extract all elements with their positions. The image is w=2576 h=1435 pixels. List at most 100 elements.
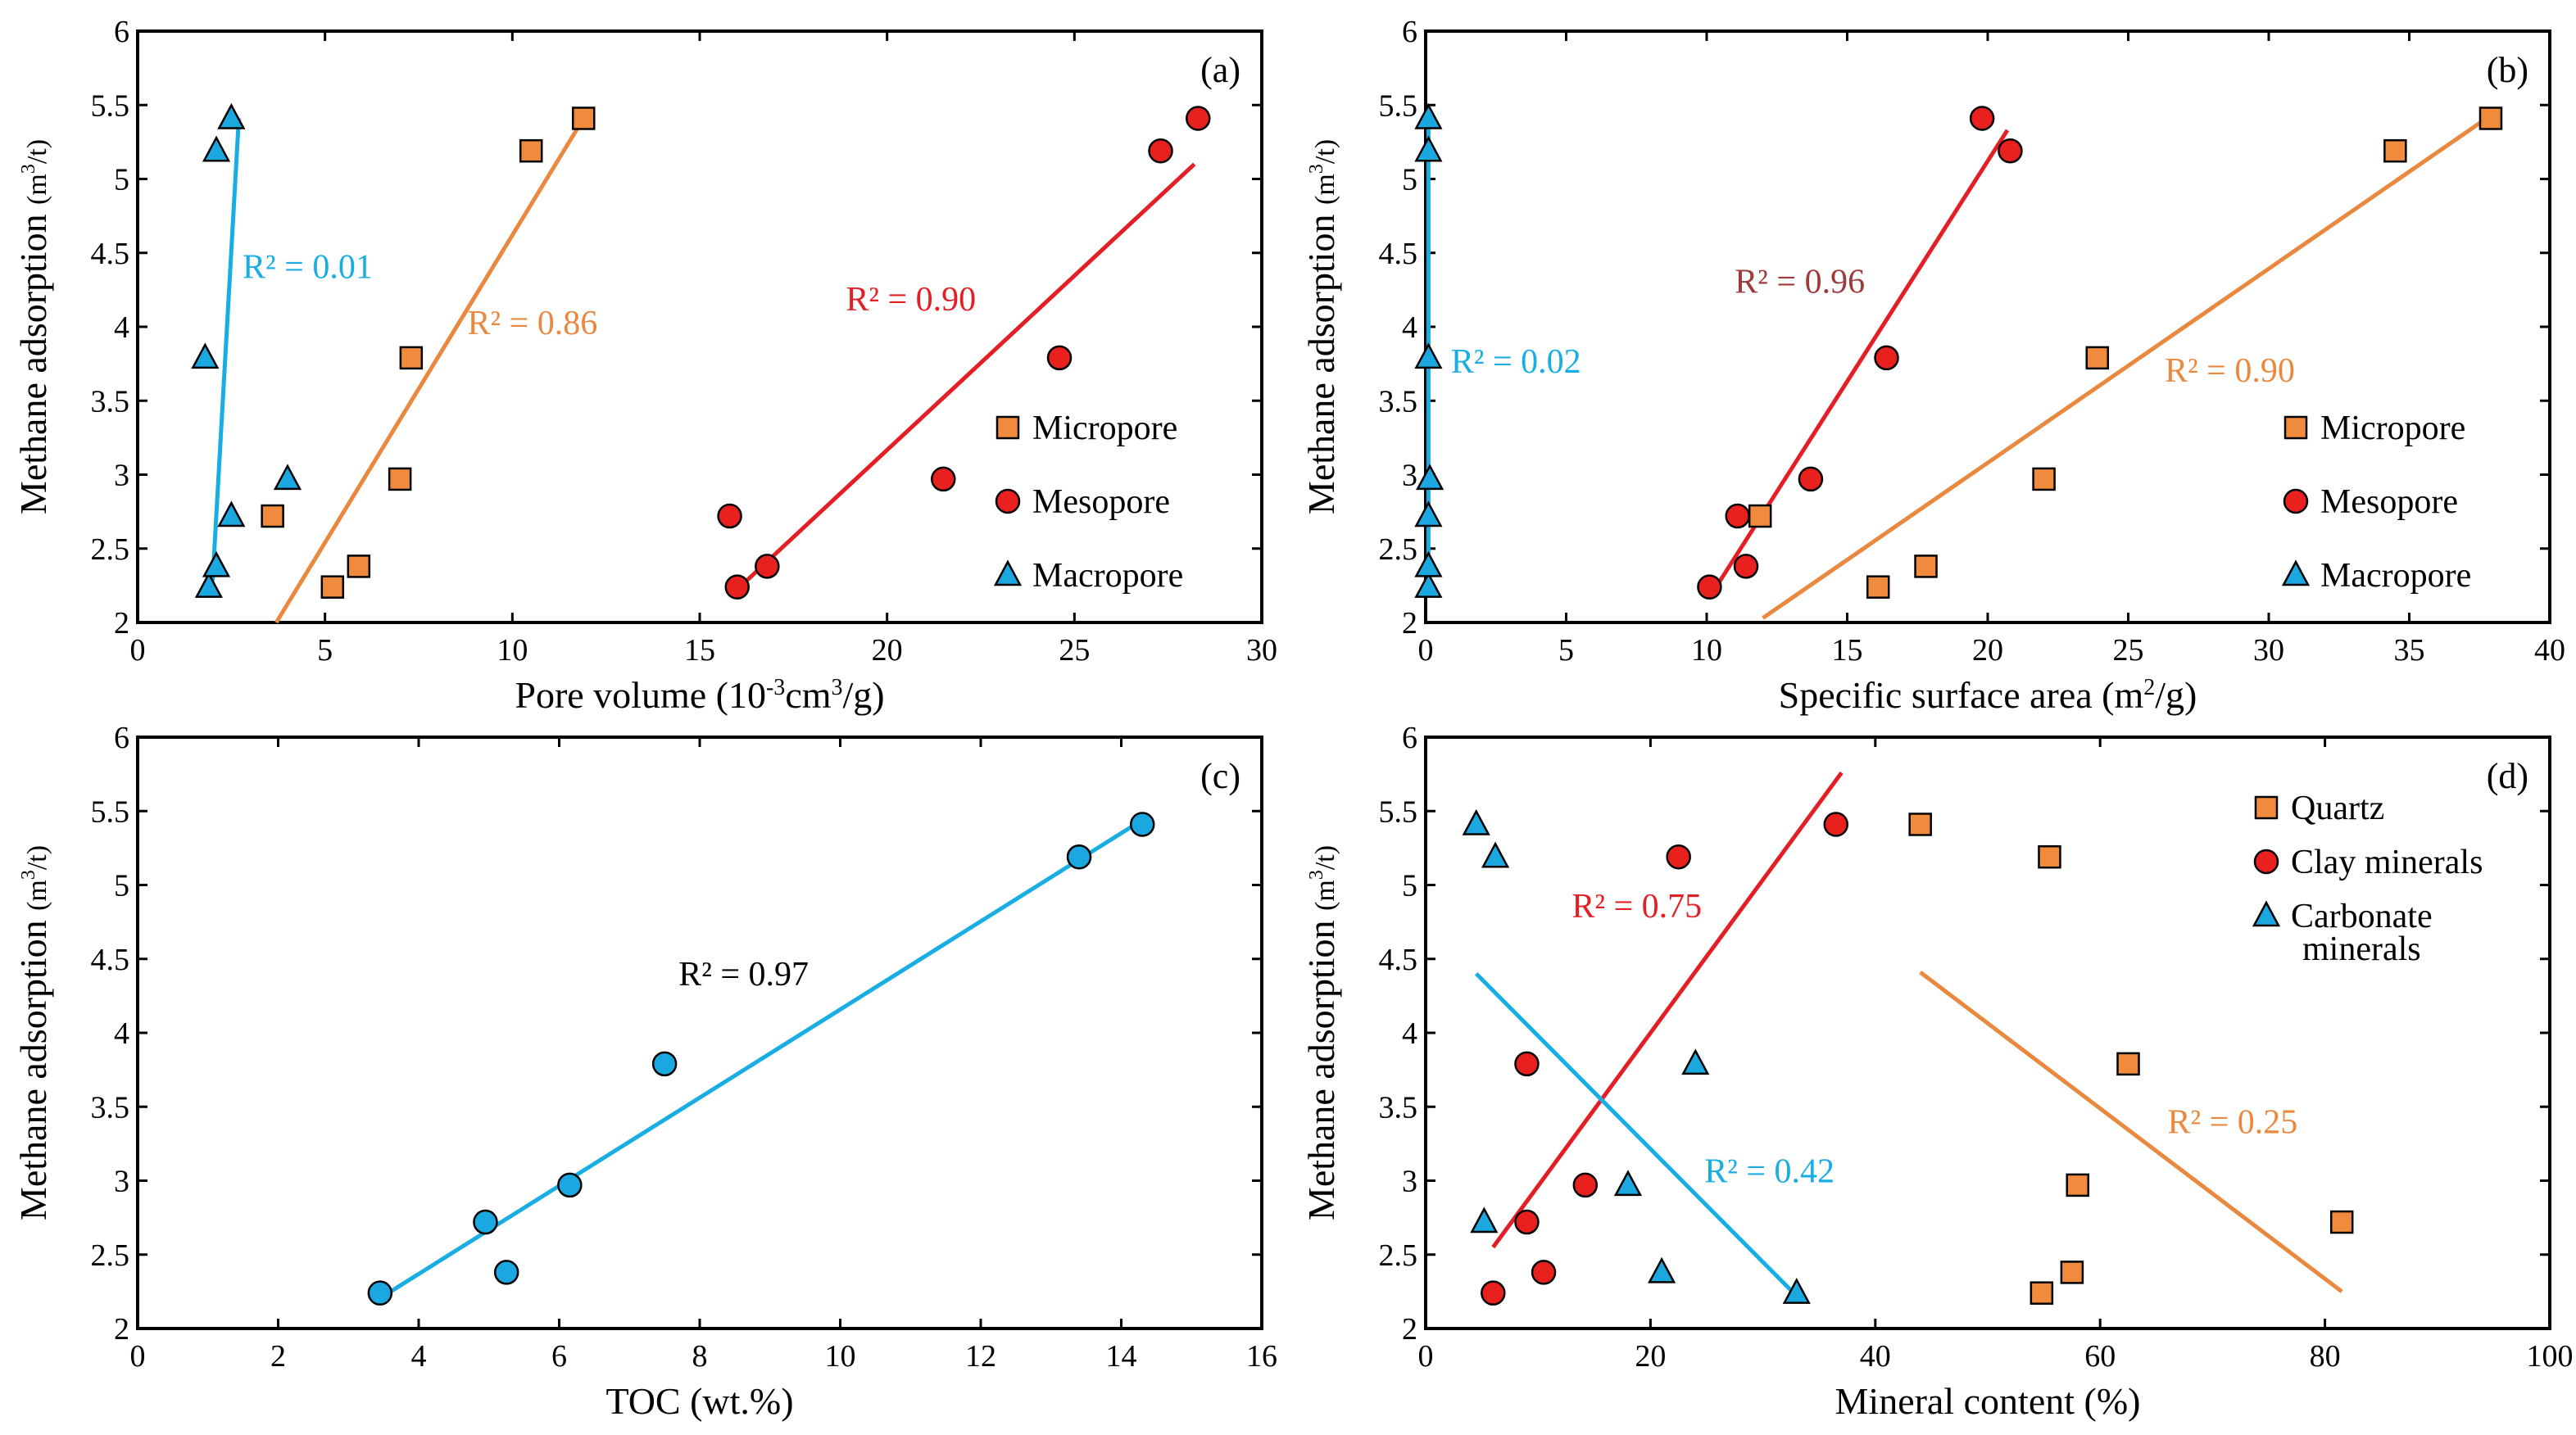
x-tick-label: 4 [411, 1339, 427, 1374]
x-axis-title: Pore volume (10-3cm3/g) [515, 674, 884, 716]
y-axis-title-unit-end: /t) [22, 845, 52, 870]
x-tick-label: 20 [1972, 633, 2003, 668]
y-tick-label: 3 [114, 459, 129, 493]
data-point-square [2032, 467, 2056, 491]
regression-line [1919, 971, 2343, 1293]
y-tick-label: 6 [1402, 721, 1417, 755]
data-point-circle [755, 554, 780, 579]
y-axis-title-unit: (m [1310, 880, 1340, 911]
legend-marker [995, 488, 1021, 514]
r-squared-label: R² = 0.75 [1571, 888, 1702, 926]
regression-line [1762, 113, 2492, 620]
y-tick-label: 5.5 [91, 794, 130, 829]
y-tick-label: 4.5 [91, 237, 130, 271]
x-tick-label: 10 [1691, 633, 1722, 668]
legend-label: Mesopore [1032, 483, 1170, 521]
data-point-triangle [1462, 808, 1490, 835]
x-axis-title-part: Specific surface area (m [1779, 674, 2144, 716]
x-tick-label: 6 [551, 1339, 567, 1374]
x-tick-label: 15 [684, 633, 715, 668]
panel-label: (d) [2487, 756, 2528, 796]
data-point-triangle [1414, 102, 1443, 129]
data-point-circle [1823, 812, 1849, 837]
y-axis-title-main: Methane adsorption [1300, 205, 1342, 514]
data-point-square [399, 346, 424, 370]
y-tick-label: 2 [114, 606, 129, 641]
y-tick-label: 6 [114, 15, 129, 49]
r-squared-label: R² = 0.86 [467, 305, 597, 342]
y-tick-label: 3 [1402, 1165, 1417, 1199]
data-point-square [261, 504, 284, 528]
r-squared-label: R² = 0.90 [846, 281, 976, 319]
x-tick-label: 25 [1059, 633, 1090, 668]
y-tick-label: 5.5 [91, 88, 130, 123]
r-squared-label: R² = 0.90 [2165, 352, 2295, 390]
data-point-square [519, 138, 543, 163]
data-point-triangle [1648, 1256, 1676, 1283]
regression-line [382, 817, 1144, 1298]
panel-label: (c) [1200, 756, 1240, 796]
data-point-square [2329, 1210, 2354, 1234]
data-point-triangle [1782, 1278, 1811, 1304]
x-axis-title-superscript: 3 [832, 675, 843, 700]
y-tick-label: 4 [1402, 310, 1417, 345]
data-point-square [1914, 555, 1938, 578]
data-point-square [2038, 844, 2061, 869]
data-point-square [388, 467, 412, 491]
x-axis-title-superscript: 2 [2143, 675, 2155, 700]
y-axis-title-superscript: 3 [1306, 164, 1327, 174]
x-tick-label: 80 [2310, 1339, 2341, 1374]
legend-label: Carbonate [2291, 898, 2433, 935]
plot-frame [136, 29, 1263, 624]
x-tick-label: 16 [1246, 1339, 1277, 1374]
y-tick-label: 4 [114, 1016, 129, 1051]
y-axis-title: Methane adsorption (m3/t) [12, 845, 54, 1220]
x-tick-label: 0 [130, 633, 146, 668]
y-tick-label: 5 [1402, 163, 1417, 197]
y-tick-label: 3 [1402, 459, 1417, 493]
legend-marker [2253, 849, 2279, 875]
data-point-triangle [202, 135, 231, 162]
y-tick-label: 4.5 [1379, 237, 1418, 271]
data-point-square [1748, 504, 1772, 528]
legend-marker [2252, 900, 2281, 927]
regression-line [1474, 972, 1798, 1298]
x-tick-label: 12 [965, 1339, 996, 1374]
x-axis-title-part: /g) [2155, 674, 2197, 716]
x-axis-title-part: Pore volume (10 [515, 674, 766, 716]
x-axis-title-part: Mineral content (%) [1835, 1380, 2141, 1422]
data-point-square [1908, 813, 1932, 836]
data-point-triangle [1470, 1206, 1499, 1234]
y-axis-title-unit: (m [22, 174, 52, 205]
y-axis-title-unit: (m [22, 880, 52, 911]
r-squared-label: R² = 0.96 [1735, 263, 1865, 301]
data-point-circle [1874, 345, 1899, 371]
data-point-circle [1514, 1051, 1540, 1077]
legend-marker [2283, 415, 2308, 440]
data-point-circle [1066, 844, 1092, 870]
legend-label: Micropore [2320, 410, 2465, 447]
x-tick-label: 30 [1246, 633, 1277, 668]
x-tick-label: 35 [2394, 633, 2425, 668]
data-point-triangle [202, 550, 231, 577]
data-point-circle [1514, 1209, 1540, 1235]
data-point-circle [724, 574, 750, 600]
legend-marker [2281, 559, 2311, 586]
y-axis-title-main: Methane adsorption [1300, 911, 1342, 1220]
y-tick-label: 3.5 [91, 1090, 130, 1125]
data-point-circle [717, 503, 742, 529]
data-point-circle [493, 1260, 519, 1285]
y-axis-title-superscript: 3 [18, 870, 39, 880]
x-tick-label: 10 [825, 1339, 856, 1374]
data-point-triangle [217, 500, 246, 527]
y-tick-label: 3.5 [1379, 1090, 1418, 1125]
r-squared-label: R² = 0.01 [243, 248, 373, 286]
data-point-triangle [1414, 550, 1443, 577]
data-point-circle [1798, 466, 1824, 492]
y-tick-label: 5.5 [1379, 88, 1418, 123]
y-axis-title: Methane adsorption (m3/t) [1300, 139, 1342, 514]
x-tick-label: 40 [2534, 633, 2565, 668]
regression-line [210, 118, 241, 582]
x-tick-label: 2 [270, 1339, 286, 1374]
